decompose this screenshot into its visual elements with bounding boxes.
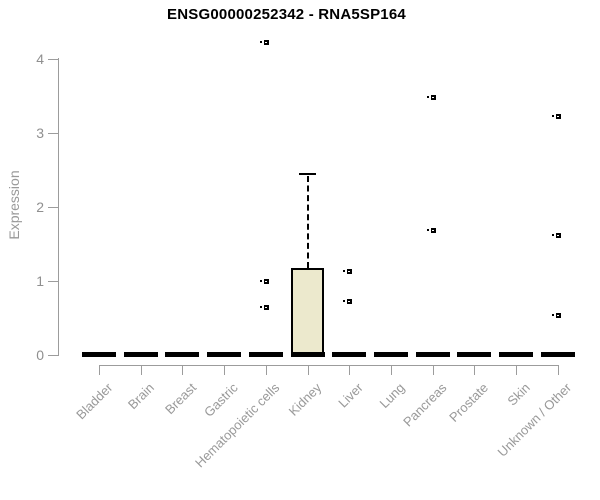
x-tick [432, 365, 434, 375]
y-tick-label: 4 [36, 50, 44, 67]
outlier-square [555, 232, 561, 238]
box [291, 267, 324, 355]
median-line [207, 352, 242, 357]
median-line [165, 352, 200, 357]
outlier-square [263, 304, 269, 310]
x-tick [99, 365, 100, 375]
median-line [123, 352, 158, 357]
outlier-square [263, 40, 269, 46]
whisker [306, 175, 309, 268]
outlier-point [259, 304, 269, 310]
outlier-square [555, 113, 561, 119]
outlier-point [551, 113, 561, 119]
outlier-point [551, 232, 561, 238]
outlier-point [343, 269, 353, 275]
outlier-slit [348, 301, 351, 303]
y-tick [48, 206, 59, 208]
outlier-square [430, 228, 436, 234]
outlier-dash [259, 305, 262, 308]
outlier-slit [264, 42, 267, 44]
outlier-point [426, 228, 436, 234]
median-line [290, 352, 325, 357]
y-tick [48, 280, 59, 282]
outlier-dash [343, 270, 346, 273]
outlier-dash [343, 300, 346, 303]
outlier-dash [551, 233, 554, 236]
outlier-point [426, 95, 436, 101]
outlier-dash [259, 280, 262, 283]
median-line [540, 352, 575, 357]
median-line [415, 352, 450, 357]
outlier-square [347, 299, 353, 305]
x-tick [557, 365, 559, 375]
y-tick [48, 132, 59, 134]
x-tick [307, 365, 309, 375]
median-line [457, 352, 492, 357]
y-tick-label: 1 [36, 272, 44, 289]
y-tick [48, 58, 59, 60]
outlier-slit [431, 230, 434, 232]
x-tick [182, 365, 184, 375]
whisker-cap [299, 172, 316, 175]
outlier-dash [426, 229, 429, 232]
x-tick [390, 365, 392, 375]
outlier-dash [259, 41, 262, 44]
outlier-point [259, 40, 269, 46]
x-tick [265, 365, 267, 375]
outlier-slit [556, 234, 559, 236]
outlier-slit [556, 115, 559, 117]
y-tick-label: 2 [36, 198, 44, 215]
chart-title: ENSG00000252342 - RNA5SP164 [167, 6, 406, 23]
x-tick [516, 365, 517, 375]
outlier-point [259, 279, 269, 285]
outlier-square [555, 312, 561, 318]
x-tick [474, 365, 476, 375]
x-tick-label: Lung [376, 380, 408, 412]
x-tick [140, 365, 142, 375]
x-tick-label: Liver [335, 380, 366, 411]
median-line [332, 352, 367, 357]
outlier-square [430, 95, 436, 101]
median-line [499, 352, 533, 357]
outlier-square [263, 279, 269, 285]
median-line [373, 352, 408, 357]
outlier-dash [551, 114, 554, 117]
outlier-point [343, 299, 353, 305]
outlier-slit [348, 271, 351, 273]
y-tick [48, 354, 59, 356]
x-tick-label: Breast [161, 380, 200, 418]
outlier-dash [551, 313, 554, 316]
outlier-slit [264, 281, 267, 283]
outlier-square [347, 269, 353, 275]
x-tick [224, 365, 226, 375]
outlier-slit [556, 314, 559, 316]
outlier-slit [264, 306, 267, 308]
outlier-point [551, 312, 561, 318]
median-line [248, 352, 283, 357]
x-tick [349, 365, 351, 375]
outlier-dash [426, 96, 429, 99]
median-line [82, 352, 116, 357]
y-tick-label: 3 [36, 124, 44, 141]
x-tick-label: Bladder [73, 380, 116, 423]
x-tick-label: Brain [125, 380, 158, 413]
x-tick-label: Pancreas [399, 380, 450, 430]
x-tick-label: Kidney [285, 380, 325, 419]
x-tick-label: Unknown / Other [494, 380, 575, 460]
x-tick-label: Prostate [446, 380, 491, 425]
x-tick-label: Gastric [200, 380, 241, 420]
x-axis-line [99, 365, 559, 366]
x-tick-label: Skin [504, 380, 533, 409]
outlier-slit [431, 97, 434, 99]
y-tick-label: 0 [36, 346, 44, 363]
